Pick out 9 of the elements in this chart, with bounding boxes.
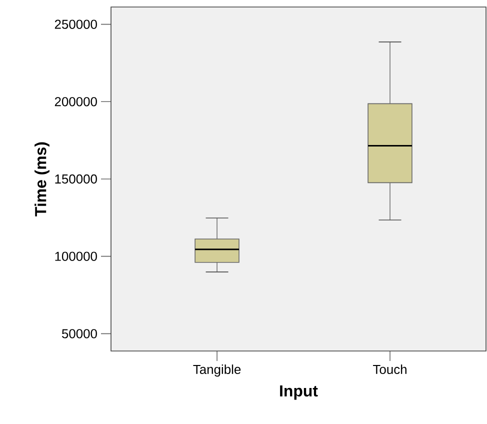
y-tick-label: 200000 xyxy=(54,97,97,106)
y-axis-title: Time (ms) xyxy=(34,142,50,216)
y-tick-label: 150000 xyxy=(55,174,97,184)
y-tick-label: 50000 xyxy=(62,329,97,338)
y-tick-label: 100000 xyxy=(55,252,97,261)
x-tick-label: Tangible xyxy=(193,364,241,377)
x-axis-title: Input xyxy=(280,385,318,400)
x-tick-label: Touch xyxy=(373,364,406,374)
y-tick-label: 250000 xyxy=(54,20,97,29)
